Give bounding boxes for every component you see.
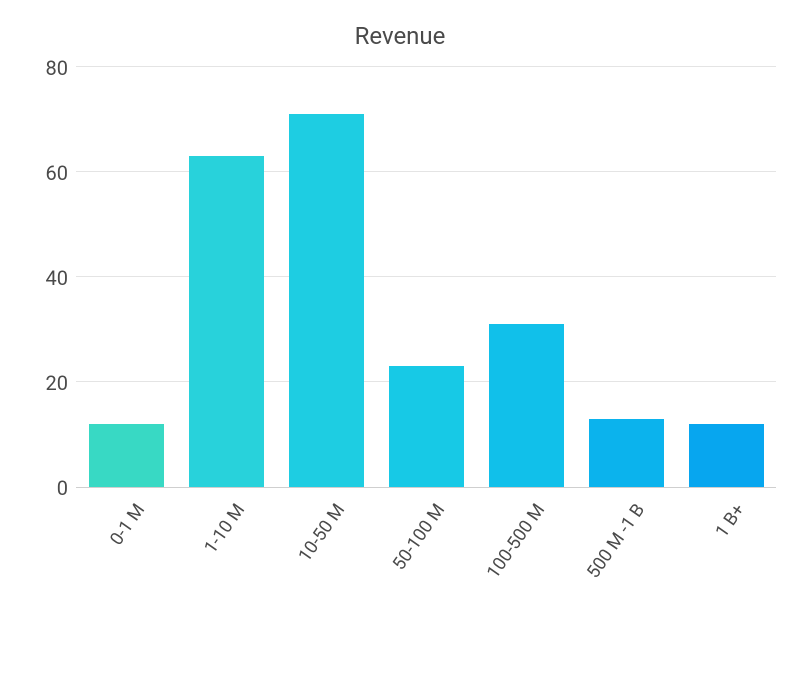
y-tick-80: 80 <box>18 56 68 80</box>
bar-3 <box>389 366 464 487</box>
plot-area <box>76 68 776 488</box>
y-tick-0: 0 <box>18 476 68 500</box>
chart-title: Revenue <box>0 22 800 50</box>
bars-group <box>76 68 776 487</box>
y-tick-20: 20 <box>18 371 68 395</box>
bar-6 <box>689 424 764 487</box>
y-tick-40: 40 <box>18 266 68 290</box>
revenue-bar-chart: Revenue 0 20 40 60 80 0-1 M1-10 M10-50 M… <box>0 0 800 606</box>
y-tick-60: 60 <box>18 161 68 185</box>
bar-1 <box>189 156 264 487</box>
bar-4 <box>489 324 564 487</box>
bar-5 <box>589 419 664 487</box>
bar-0 <box>89 424 164 487</box>
gridline <box>76 66 776 67</box>
bar-2 <box>289 114 364 487</box>
